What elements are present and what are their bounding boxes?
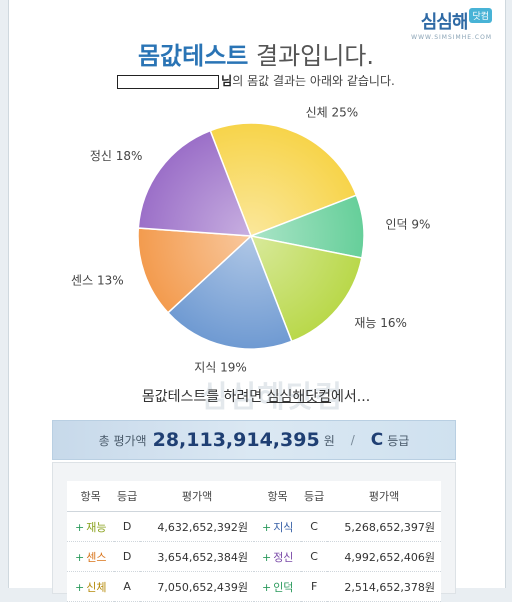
pie-label-1: 인덕 9% bbox=[385, 217, 430, 231]
plus-icon: + bbox=[75, 520, 85, 534]
name-suffix: 님 bbox=[221, 74, 233, 88]
item-name[interactable]: + 센스 bbox=[67, 541, 115, 572]
item-grade: D bbox=[114, 541, 141, 572]
item-label: 인덕 bbox=[273, 580, 294, 594]
result-table: 항목 등급 평가액 항목 등급 평가액 + 재능 D 4,632,652,392원 + 지… bbox=[67, 481, 441, 602]
pie-highlight bbox=[138, 123, 364, 349]
logo-badge: 닷컴 bbox=[469, 8, 492, 23]
item-value: 3,654,652,384원 bbox=[140, 541, 254, 572]
item-name[interactable]: + 인덕 bbox=[253, 571, 302, 602]
watermark-text: 심심해닷컴 bbox=[200, 380, 343, 415]
item-name[interactable]: + 정신 bbox=[253, 541, 302, 572]
item-grade: A bbox=[114, 571, 141, 602]
logo-url: WWW.SIMSIMHE.COM bbox=[411, 34, 492, 41]
item-grade: C bbox=[301, 511, 328, 542]
promo-pre: 몸값테스트를 하려면 bbox=[141, 389, 267, 405]
pie-chart: 신체 25% 인덕 9% 재능 16% 지식 19% 센스 13% 정신 18% bbox=[71, 106, 430, 375]
item-label: 정신 bbox=[273, 550, 294, 564]
total-amount: 28,113,914,395 bbox=[152, 429, 320, 451]
plus-icon: + bbox=[75, 550, 85, 564]
pie-label-3: 지식 19% bbox=[194, 361, 247, 375]
pie-label-5: 정신 18% bbox=[90, 149, 143, 163]
item-label: 신체 bbox=[86, 580, 107, 594]
plus-icon: + bbox=[261, 520, 272, 534]
header-value: 평가액 bbox=[327, 481, 441, 512]
promo-post: 에서... bbox=[331, 389, 371, 405]
total-unit: 원 bbox=[323, 433, 335, 448]
result-table-panel: 항목 등급 평가액 항목 등급 평가액 + 재능 D 4,632,652,392원 + 지… bbox=[52, 462, 456, 602]
table-header-row: 항목 등급 평가액 항목 등급 평가액 bbox=[67, 481, 441, 512]
item-grade: F bbox=[301, 571, 328, 602]
total-label: 총 평가액 bbox=[98, 433, 147, 448]
title-accent: 몸값테스트 bbox=[137, 42, 249, 70]
plus-icon: + bbox=[261, 580, 272, 594]
header-item: 항목 bbox=[67, 481, 115, 512]
item-name[interactable]: + 지식 bbox=[253, 511, 302, 542]
name-box bbox=[117, 74, 220, 89]
item-value: 2,514,652,378원 bbox=[327, 571, 441, 602]
item-label: 재능 bbox=[86, 520, 107, 534]
page-title: 몸값테스트 결과입니다. bbox=[0, 36, 512, 71]
grade-label: 등급 bbox=[387, 433, 410, 448]
item-value: 4,632,652,392원 bbox=[140, 511, 254, 542]
logo-text: 심심해 bbox=[420, 12, 469, 33]
item-label: 센스 bbox=[86, 550, 107, 564]
table-row: + 센스 D 3,654,652,384원 + 정신 C 4,992,652,406원 bbox=[67, 541, 441, 572]
title-rest: 결과입니다. bbox=[248, 42, 375, 70]
item-label: 지식 bbox=[273, 520, 294, 534]
table-row: + 재능 D 4,632,652,392원 + 지식 C 5,268,652,397원 bbox=[67, 511, 441, 542]
total-grade: C bbox=[370, 430, 384, 450]
header-grade: 등급 bbox=[114, 481, 141, 512]
result-subtitle: 님의 몸값 결과는 아래와 같습니다. bbox=[0, 72, 512, 89]
plus-icon: + bbox=[75, 580, 85, 594]
item-name[interactable]: + 재능 bbox=[67, 511, 115, 542]
header-value: 평가액 bbox=[140, 481, 254, 512]
promo-text: 몸값테스트를 하려면 심심해닷컴에서... bbox=[0, 386, 512, 406]
pie-label-4: 센스 13% bbox=[71, 274, 124, 288]
header-grade: 등급 bbox=[301, 481, 328, 512]
item-value: 4,992,652,406원 bbox=[327, 541, 441, 572]
promo-site-link[interactable]: 심심해닷컴 bbox=[266, 389, 332, 405]
pie-label-2: 재능 16% bbox=[354, 316, 407, 330]
total-separator: / bbox=[350, 433, 355, 447]
site-logo[interactable]: 심심해 닷컴 WWW.SIMSIMHE.COM bbox=[411, 8, 492, 41]
item-grade: D bbox=[114, 511, 141, 542]
item-grade: C bbox=[301, 541, 328, 572]
header-item: 항목 bbox=[253, 481, 302, 512]
table-row: + 신체 A 7,050,652,439원 + 인덕 F 2,514,652,378원 bbox=[67, 571, 441, 602]
pie-label-0: 신체 25% bbox=[306, 106, 359, 120]
item-value: 5,268,652,397원 bbox=[327, 511, 441, 542]
subtitle-text: 의 몸값 결과는 아래와 같습니다. bbox=[232, 74, 395, 88]
plus-icon: + bbox=[261, 550, 272, 564]
item-name[interactable]: + 신체 bbox=[67, 571, 115, 602]
item-value: 7,050,652,439원 bbox=[140, 571, 254, 602]
total-value-bar: 총 평가액 28,113,914,395 원 / C 등급 bbox=[52, 420, 456, 460]
